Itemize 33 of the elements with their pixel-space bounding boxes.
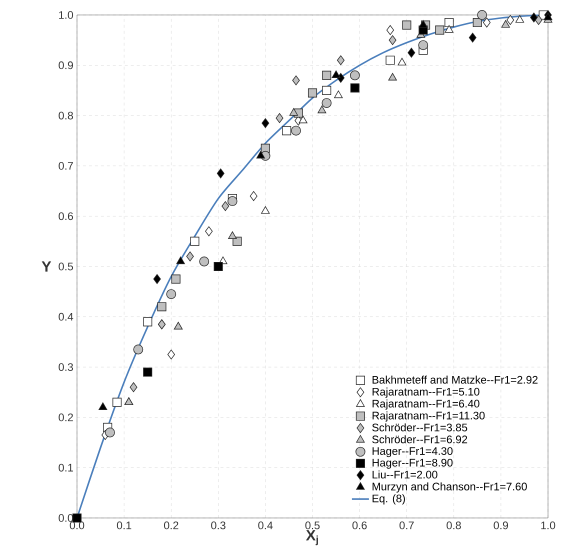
legend-label: Rajaratnam--Fr1=5.10: [372, 388, 480, 398]
y-tick-label: 0.9: [58, 61, 73, 70]
x-tick-label: 1.0: [541, 522, 556, 530]
y-tick-label: 0.8: [58, 112, 73, 120]
x-tick-label: 0.1: [116, 522, 132, 530]
x-tick-label: 0.9: [494, 522, 508, 530]
x-tick-label: 0.2: [164, 522, 178, 530]
legend-label: Schröder--Fr1=3.85: [372, 423, 468, 432]
x-axis-title: X$_{j}$: [306, 530, 318, 546]
x-tick-label: 0.3: [211, 522, 226, 530]
x-tick-label: 0.4: [258, 522, 273, 530]
y-tick-label: 0.2: [58, 414, 73, 422]
x-tick-label: 0.7: [400, 522, 414, 530]
legend-label: Eq. (8): [372, 494, 405, 505]
y-tick-label: 0.5: [58, 262, 74, 270]
y-tick-label: 0.4: [58, 312, 74, 321]
y-tick-label: 0.6: [58, 212, 73, 220]
legend-label: Rajaratnam--Fr1=11.30: [372, 411, 485, 422]
y-tick-label: 1.0: [59, 11, 74, 19]
legend-label: Liu--Fr1=2.00: [372, 470, 438, 478]
legend-label: Bakhmeteff and Matzke--Fr1=2.92: [372, 376, 538, 384]
y-tick-label: 0.7: [58, 162, 73, 170]
y-tick-label: 0.1: [58, 464, 73, 472]
legend-label: Murzyn and Chanson--Fr1=7.60: [372, 482, 527, 493]
y-tick-label: 0.3: [58, 363, 73, 371]
legend-label: Rajaratnam--Fr1=6.40: [372, 399, 480, 410]
x-tick-label: 0.5: [305, 522, 320, 530]
legend-label: Hager--Fr1=4.30: [372, 447, 453, 458]
x-tick-label: 0.6: [352, 522, 367, 530]
legend-label: Hager--Fr1=8.90: [372, 458, 453, 469]
y-axis-title: Y: [42, 261, 52, 272]
x-tick-label: 0.8: [446, 522, 461, 530]
legend-label: Schröder--Fr1=6.92: [372, 435, 468, 444]
